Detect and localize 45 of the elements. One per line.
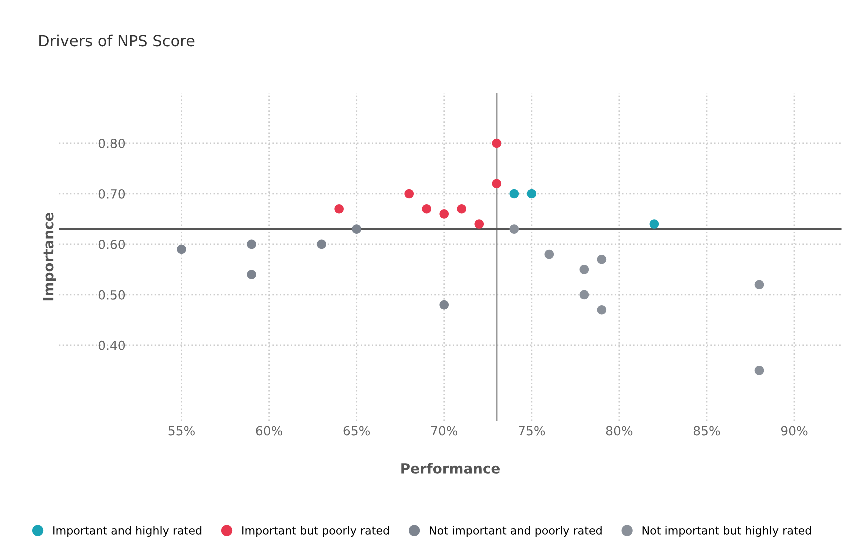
point — [544, 250, 554, 260]
point — [754, 280, 764, 290]
x-tick-label: 65% — [344, 426, 370, 436]
point — [352, 224, 362, 234]
point — [474, 220, 484, 229]
legend-label: Important but poorly rated — [242, 526, 390, 537]
point — [422, 204, 432, 214]
point — [440, 300, 450, 310]
x-tick-label: 55% — [168, 426, 195, 436]
y-tick-label: 0.50 — [98, 290, 126, 300]
x-tick-label: 85% — [694, 426, 720, 436]
point — [317, 240, 326, 250]
chart-title: Drivers of NPS Score — [40, 34, 195, 47]
point — [492, 138, 502, 148]
point — [440, 210, 450, 219]
point — [247, 240, 256, 250]
point — [247, 270, 256, 280]
point — [334, 204, 344, 214]
x-tick-label: 75% — [519, 426, 546, 436]
y-tick-label: 0.80 — [98, 138, 126, 148]
point — [510, 189, 520, 199]
y-tick-label: 0.60 — [98, 240, 126, 250]
x-tick-label: 70% — [432, 426, 458, 436]
point — [492, 179, 502, 189]
point — [650, 220, 660, 229]
point — [580, 290, 590, 300]
legend-label: Important and highly rated — [54, 526, 202, 537]
x-tick-label: 60% — [256, 426, 282, 436]
point — [510, 224, 520, 234]
y-tick-label: 0.70 — [98, 189, 126, 199]
legend-label: Not important and poorly rated — [430, 526, 602, 537]
point — [580, 265, 590, 274]
x-axis-title: Performance — [402, 463, 500, 474]
point — [177, 244, 186, 254]
point — [597, 305, 607, 315]
point — [754, 366, 764, 376]
point — [527, 189, 537, 199]
legend-label: Not important but highly rated — [642, 526, 812, 537]
x-tick-label: 80% — [606, 426, 633, 436]
y-axis-title: Importance — [43, 213, 56, 301]
point — [457, 204, 467, 214]
point — [404, 189, 414, 199]
x-tick-label: 90% — [781, 426, 808, 436]
point — [597, 254, 607, 264]
y-tick-label: 0.40 — [98, 340, 126, 350]
